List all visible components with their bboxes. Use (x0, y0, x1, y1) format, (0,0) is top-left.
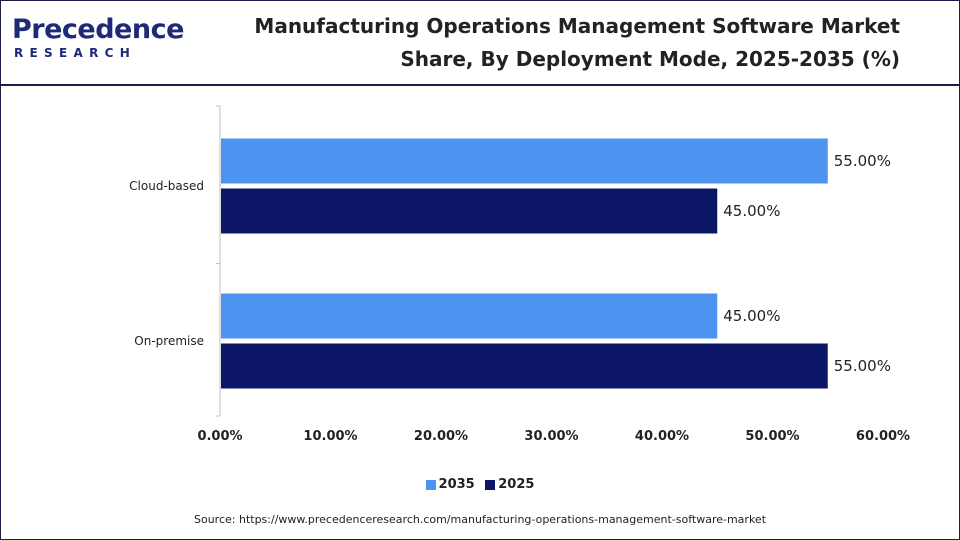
logo-wordmark: Precedence (12, 14, 184, 45)
legend-label-2025: 2025 (498, 477, 535, 492)
legend-item-2035: 2035 (425, 477, 475, 492)
data-label: 55.00% (834, 152, 891, 170)
bar (221, 138, 828, 184)
chart-legend: 2035 2025 (0, 477, 960, 494)
x-tick-label: 30.00% (524, 429, 578, 444)
legend-item-2025: 2025 (485, 477, 534, 492)
bar-chart: 0.00% 10.00% 20.00% 30.00% 40.00% 50.00% 60.00… (129, 105, 910, 444)
header: Precedence RESEARCH Manufacturing Operat… (0, 0, 960, 84)
x-tick-label: 10.00% (303, 429, 357, 444)
chart-title-line-2: Share, By Deployment Mode, 2025-2035 (%) (400, 47, 900, 71)
category-label: Cloud-based (129, 179, 204, 193)
x-tick-label: 0.00% (197, 429, 242, 444)
legend-label-2035: 2035 (438, 477, 475, 492)
brand-logo: Precedence RESEARCH (12, 14, 184, 66)
legend-swatch-2035 (425, 479, 436, 490)
chart-title: Manufacturing Operations Management Soft… (200, 10, 900, 76)
category-label: On-premise (134, 334, 204, 348)
legend-swatch-2025 (485, 479, 496, 490)
chart-title-line-1: Manufacturing Operations Management Soft… (254, 14, 900, 38)
logo-subtitle: RESEARCH (14, 46, 137, 60)
bar (221, 293, 718, 339)
x-tick-label: 50.00% (745, 429, 799, 444)
x-tick-label: 20.00% (414, 429, 468, 444)
data-label: 55.00% (834, 357, 891, 375)
bar (221, 343, 828, 389)
x-tick-label: 60.00% (856, 429, 910, 444)
x-tick-label: 40.00% (635, 429, 689, 444)
source-note: Source: https://www.precedenceresearch.c… (193, 513, 767, 526)
data-label: 45.00% (723, 307, 780, 325)
bar (221, 188, 718, 234)
header-divider (0, 84, 960, 86)
data-label: 45.00% (723, 202, 780, 220)
